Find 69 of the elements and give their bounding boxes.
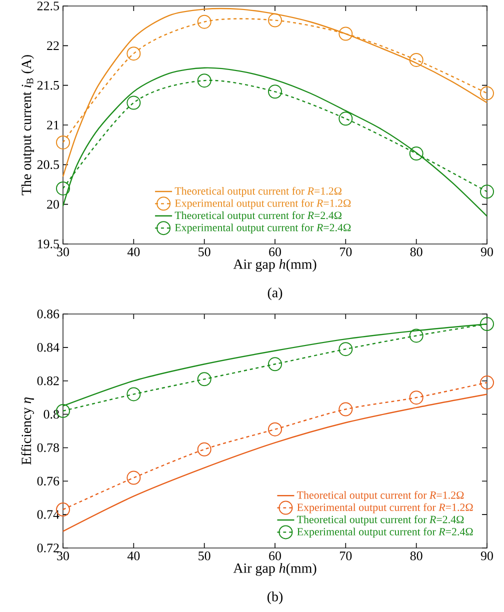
point [56, 181, 70, 196]
x-tick-label: 40 [127, 248, 140, 256]
point [268, 13, 282, 28]
point [409, 328, 424, 343]
text: (a) [268, 288, 282, 300]
point [338, 26, 353, 41]
y-tick-label: 0.86 [37, 310, 60, 318]
text: (b) [267, 592, 283, 604]
x-tick-label: 50 [198, 552, 210, 560]
x-tick-label: 90 [480, 552, 493, 560]
point [480, 317, 494, 332]
point [409, 390, 424, 405]
point [338, 402, 353, 416]
point [126, 46, 141, 61]
point [126, 387, 141, 402]
y-axis-title: The output current i$_{B}$ (A) [21, 55, 34, 196]
x-axis-title: Air gap h(mm) [233, 259, 316, 272]
point [338, 342, 353, 356]
x-tick-label: 80 [410, 248, 422, 256]
x-tick-label: 30 [57, 248, 69, 256]
x-tick-label: 90 [480, 248, 493, 256]
y-axis-title: Efficiency η [21, 397, 34, 465]
legend-label: Experimental output current for R=1.2Ω [174, 199, 351, 210]
point [197, 14, 212, 29]
point [409, 146, 424, 161]
point [197, 74, 212, 88]
legend-label: Theoretical output current for R=1.2Ω [297, 490, 464, 502]
y-tick-label: 0.82 [37, 376, 59, 386]
y-tick-label: 0.72 [37, 544, 59, 552]
x-tick-label: 50 [198, 248, 210, 256]
x-tick-label: 70 [340, 248, 352, 256]
y-tick-label: 21.5 [37, 80, 59, 90]
point [409, 52, 424, 67]
x-tick-label: 70 [340, 552, 352, 560]
y-tick-label: 20.5 [37, 160, 59, 170]
y-tick-label: 0.76 [37, 476, 60, 486]
y-tick-label: 0.8 [44, 410, 59, 419]
y-tick-label: 22.5 [37, 2, 59, 10]
point [480, 86, 494, 100]
point [268, 422, 282, 436]
point [480, 184, 494, 199]
legend-label: Experimental output current for R=1.2Ω [297, 503, 473, 514]
point [56, 135, 70, 150]
point [338, 112, 353, 126]
point [126, 96, 141, 110]
point [197, 372, 212, 386]
point [197, 442, 212, 456]
y-tick-label: 21 [47, 120, 59, 130]
x-tick-label: 80 [410, 552, 422, 560]
legend-label: Theoretical output current for R=1.2Ω [174, 186, 342, 197]
legend-label: Theoretical output current for R=2.4Ω [297, 515, 464, 526]
y-tick-label: 20 [47, 200, 59, 209]
x-tick-label: 60 [269, 552, 281, 560]
legend-label: Experimental output current for R=2.4Ω [297, 528, 473, 538]
y-tick-label: 22 [47, 41, 59, 50]
x-tick-label: 30 [57, 552, 69, 560]
point [126, 470, 141, 485]
y-tick-label: 0.84 [37, 343, 60, 352]
y-tick-label: 0.74 [37, 510, 60, 519]
x-axis-title: Air gap h(mm) [233, 563, 316, 576]
legend-label: Experimental output current for R=2.4Ω [174, 223, 351, 234]
point [268, 357, 282, 372]
point [268, 84, 282, 99]
y-tick-label: 0.78 [37, 443, 59, 452]
x-tick-label: 60 [269, 248, 281, 256]
legend-label: Theoretical output current for R=2.4Ω [174, 211, 342, 222]
x-tick-label: 40 [127, 552, 140, 560]
y-tick-label: 19.5 [38, 240, 59, 248]
point [480, 376, 494, 390]
